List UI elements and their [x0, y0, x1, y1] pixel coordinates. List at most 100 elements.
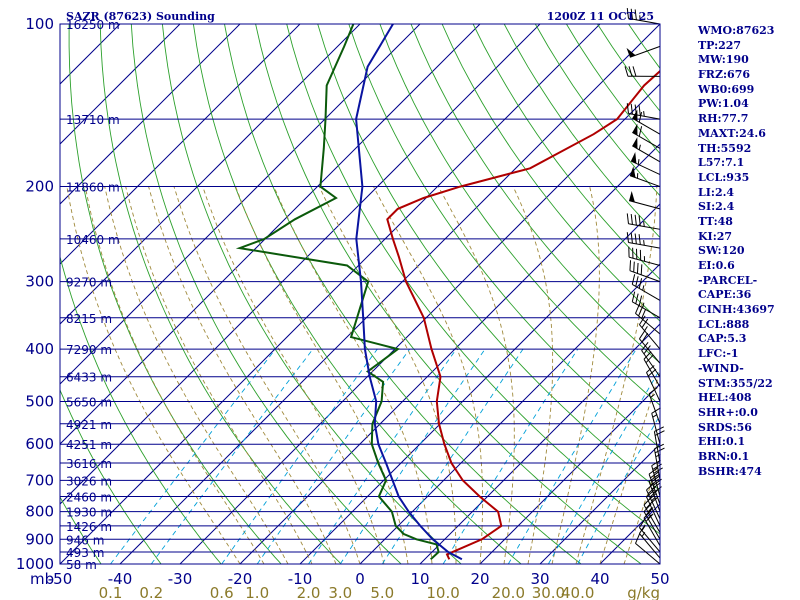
- temperature-tick-label: 40: [590, 570, 609, 588]
- barb-full: [632, 66, 637, 77]
- barb-full: [651, 475, 661, 483]
- barb-full: [643, 351, 652, 360]
- barb-staff: [643, 517, 661, 546]
- wind-barb: [643, 510, 661, 546]
- wind-barb: [643, 351, 661, 388]
- temperature-tick-label: 30: [530, 570, 549, 588]
- wind-barb: [629, 166, 661, 188]
- height-label: 2460 m: [66, 491, 112, 505]
- barb-full: [649, 496, 658, 505]
- barb-staff: [653, 448, 661, 481]
- barb-half: [641, 525, 646, 531]
- pressure-tick-label: 200: [25, 178, 54, 196]
- stat-line: EHI:0.1: [698, 435, 746, 449]
- temperature-tick-label: -40: [108, 570, 133, 588]
- barb-full: [641, 342, 649, 351]
- barb-full: [641, 308, 647, 319]
- pressure-tick-label: 600: [25, 435, 54, 453]
- barb-full: [638, 111, 643, 123]
- wind-barbs: [624, 8, 665, 565]
- barb-full: [630, 232, 633, 244]
- temperature-profile: [386, 69, 660, 560]
- temperature-tick-label: -20: [228, 570, 253, 588]
- plot-frame: [59, 23, 661, 565]
- pressure-unit-label: mb: [30, 570, 54, 588]
- stat-line: -WIND-: [698, 361, 744, 375]
- height-label: 16250 m: [66, 18, 120, 32]
- pressure-tick-label: 800: [25, 503, 54, 521]
- barb-staff: [639, 324, 661, 350]
- stat-line: -PARCEL-: [698, 273, 758, 287]
- barb-half: [642, 302, 645, 308]
- barb-staff: [639, 338, 661, 364]
- barb-staff: [635, 313, 661, 335]
- barb-half: [637, 159, 640, 165]
- height-label: 493 m: [66, 546, 104, 560]
- parcel-profile: [355, 24, 463, 561]
- barb-full: [633, 261, 635, 273]
- temperature-tick-label: 0: [355, 570, 365, 588]
- time-title: 1200Z 11 OCT 25: [547, 10, 654, 23]
- mixing-ratio-line: [256, 348, 410, 564]
- barb-staff: [651, 465, 661, 497]
- stat-line: TH:5592: [698, 141, 752, 155]
- barb-staff: [653, 431, 661, 464]
- wind-barb: [631, 274, 661, 301]
- barb-half: [647, 514, 652, 519]
- wind-barb: [635, 533, 661, 565]
- barb-staff: [646, 496, 661, 527]
- barb-full: [651, 459, 661, 467]
- barb-flag: [632, 123, 638, 136]
- moist-adiabat-line: [512, 186, 554, 564]
- barb-staff: [643, 511, 661, 540]
- height-label: 7290 m: [66, 343, 112, 357]
- barb-half: [638, 144, 641, 150]
- wind-barb: [629, 260, 661, 283]
- height-label: 1930 m: [66, 506, 112, 520]
- barb-full: [626, 213, 629, 224]
- isotherm-line: [60, 24, 481, 445]
- stat-line: FRZ:676: [698, 68, 751, 82]
- isotherm-line: [359, 263, 660, 564]
- stat-line: L57:7.1: [698, 156, 745, 170]
- isotherm-line: [179, 83, 660, 564]
- stat-line: BSHR:474: [698, 464, 762, 478]
- pressure-tick-label: 300: [25, 273, 54, 291]
- barb-full: [639, 315, 646, 325]
- stat-line: CAP:5.3: [698, 332, 747, 346]
- stat-line: TP:227: [698, 38, 742, 52]
- height-label: 10460 m: [66, 233, 120, 247]
- pressure-tick-label: 500: [25, 392, 54, 410]
- height-label: 9270 m: [66, 276, 112, 290]
- barb-full: [638, 215, 641, 226]
- barb-half: [650, 393, 655, 398]
- wind-barb: [626, 213, 661, 230]
- barb-full: [634, 214, 637, 226]
- barb-staff: [629, 270, 661, 283]
- barb-full: [638, 278, 643, 289]
- isotherm-line: [539, 443, 660, 564]
- barb-full: [635, 533, 641, 544]
- dry-adiabat-line: [192, 24, 522, 564]
- barb-full: [638, 306, 644, 317]
- wind-barb: [631, 291, 661, 319]
- wind-barb: [641, 342, 661, 378]
- barb-staff: [639, 533, 661, 559]
- barb-flag: [630, 151, 637, 164]
- barb-staff: [632, 301, 661, 319]
- barb-full: [650, 478, 660, 486]
- height-label: 13710 m: [66, 113, 120, 127]
- stat-line: LCL:935: [698, 170, 750, 184]
- wind-barb: [628, 246, 661, 266]
- barb-full: [634, 233, 637, 244]
- mixing-ratio-label: 0.6: [210, 584, 234, 600]
- wind-barb: [632, 137, 661, 163]
- barb-full: [639, 518, 646, 528]
- stat-line: SI:2.4: [698, 200, 735, 214]
- isotherm-line: [60, 24, 421, 385]
- moist-adiabat-line: [551, 186, 600, 564]
- stat-line: RH:77.7: [698, 112, 749, 126]
- isotherm-line: [60, 24, 541, 505]
- mixing-ratio-label: 5.0: [370, 584, 394, 600]
- moist-adiabat-line: [125, 186, 313, 564]
